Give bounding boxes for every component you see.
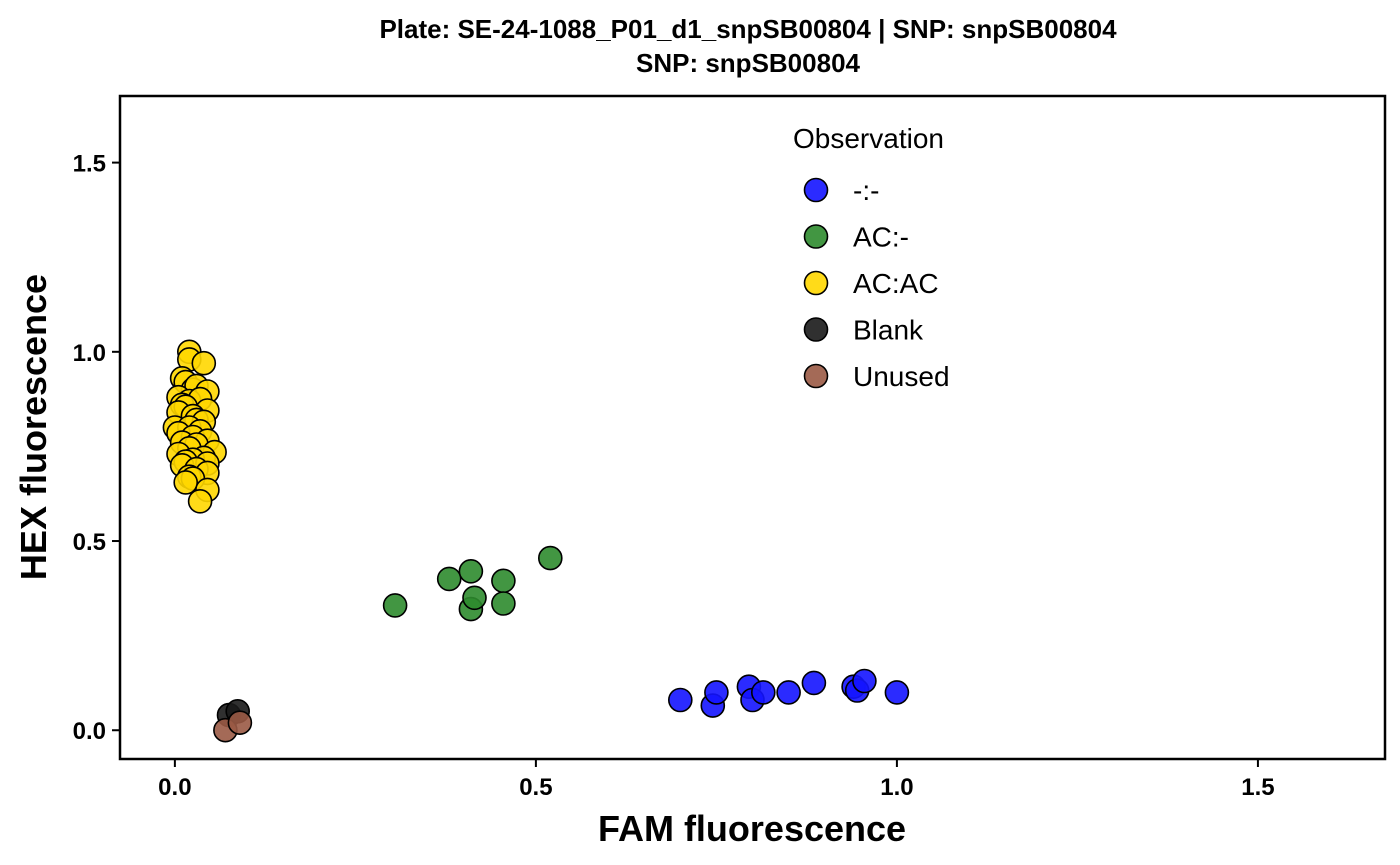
- legend-items: -:- AC:- AC:AC Blank Unused: [803, 175, 950, 392]
- point-unused-1: [227, 710, 253, 736]
- point-negative-2: [704, 680, 729, 705]
- y-tick-label-3: 1.5: [73, 151, 106, 178]
- legend: Observation -:- AC:- AC:AC Blank Unused: [793, 123, 950, 392]
- point-ac-2: [458, 558, 484, 584]
- y-tick-label-0: 0.0: [73, 718, 106, 745]
- point-ac-ac-40: [187, 488, 213, 514]
- y-tick-label-2: 1.0: [73, 340, 106, 367]
- y-axis-title: HEX fluorescence: [13, 274, 54, 580]
- legend-label-1: AC:-: [853, 222, 909, 253]
- y-tick-label-1: 0.5: [73, 529, 106, 556]
- plot-panel-border: [118, 94, 1387, 761]
- legend-key-2: [803, 270, 829, 296]
- x-tick-label-3: 1.5: [1241, 774, 1274, 801]
- point-negative-7: [801, 670, 827, 696]
- legend-label-0: -:-: [853, 175, 879, 206]
- x-tick-label-0: 0.0: [158, 774, 191, 801]
- point-ac-ac-38: [173, 470, 198, 495]
- point-ac-5: [491, 568, 516, 594]
- chart-subtitle: SNP: snpSB00804: [636, 48, 861, 78]
- legend-key-1: [803, 224, 829, 249]
- x-tick-label-2: 1.0: [880, 774, 913, 801]
- points-layer: [162, 339, 910, 743]
- legend-label-3: Blank: [853, 315, 924, 346]
- point-ac-7: [537, 545, 563, 571]
- point-ac-1: [436, 566, 462, 592]
- point-ac-ac-2: [191, 350, 217, 376]
- x-axis-title: FAM fluorescence: [598, 808, 906, 849]
- point-negative-6: [776, 680, 801, 705]
- point-negative-10: [852, 668, 877, 694]
- legend-key-0: [803, 177, 829, 203]
- legend-key-3: [803, 317, 829, 342]
- chart-title: Plate: SE-24-1088_P01_d1_snpSB00804 | SN…: [379, 14, 1117, 44]
- point-negative-11: [884, 680, 910, 705]
- point-ac-4: [462, 585, 487, 611]
- point-ac-0: [382, 593, 408, 618]
- legend-title: Observation: [793, 123, 944, 154]
- axis-ticks: 0.0 0.5 1.0 1.5 0.0 0.5 1.0 1.5: [73, 151, 1275, 801]
- point-negative-5: [750, 680, 776, 705]
- point-negative-0: [667, 687, 693, 713]
- legend-label-2: AC:AC: [853, 268, 939, 299]
- point-ac-6: [491, 591, 516, 616]
- legend-key-4: [803, 363, 829, 389]
- legend-label-4: Unused: [853, 361, 950, 392]
- x-tick-label-1: 0.5: [519, 774, 552, 801]
